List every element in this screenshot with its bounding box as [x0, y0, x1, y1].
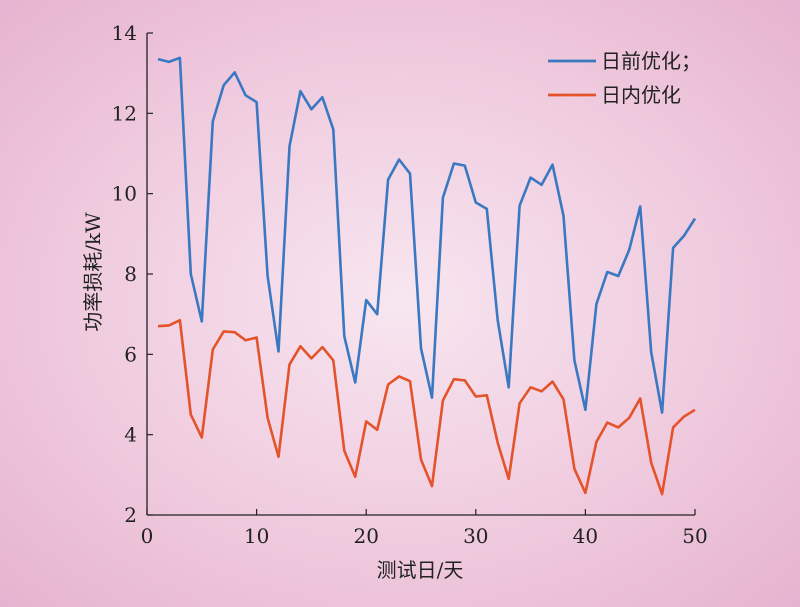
y-tick-label: 12 — [112, 101, 137, 125]
y-tick-label: 14 — [112, 21, 137, 45]
x-axis-label: 测试日/天 — [377, 558, 464, 582]
y-tick-label: 10 — [112, 182, 137, 206]
y-tick-label: 2 — [124, 503, 137, 527]
y-tick-label: 4 — [124, 423, 137, 447]
legend-label-1: 日前优化； — [601, 49, 701, 73]
series-line-1 — [157, 56, 697, 414]
x-tick-label: 50 — [682, 524, 707, 548]
y-tick-label: 6 — [124, 342, 137, 366]
x-tick-label: 20 — [353, 524, 378, 548]
x-tick-label: 30 — [463, 524, 488, 548]
x-tick-label: 10 — [244, 524, 269, 548]
series-line-2 — [157, 318, 696, 496]
x-tick-label: 0 — [141, 524, 154, 548]
legend-label-2: 日内优化 — [601, 83, 681, 107]
x-tick-label: 40 — [573, 524, 598, 548]
y-axis-label: 功率损耗/kW — [81, 212, 105, 332]
y-tick-label: 8 — [124, 262, 137, 286]
